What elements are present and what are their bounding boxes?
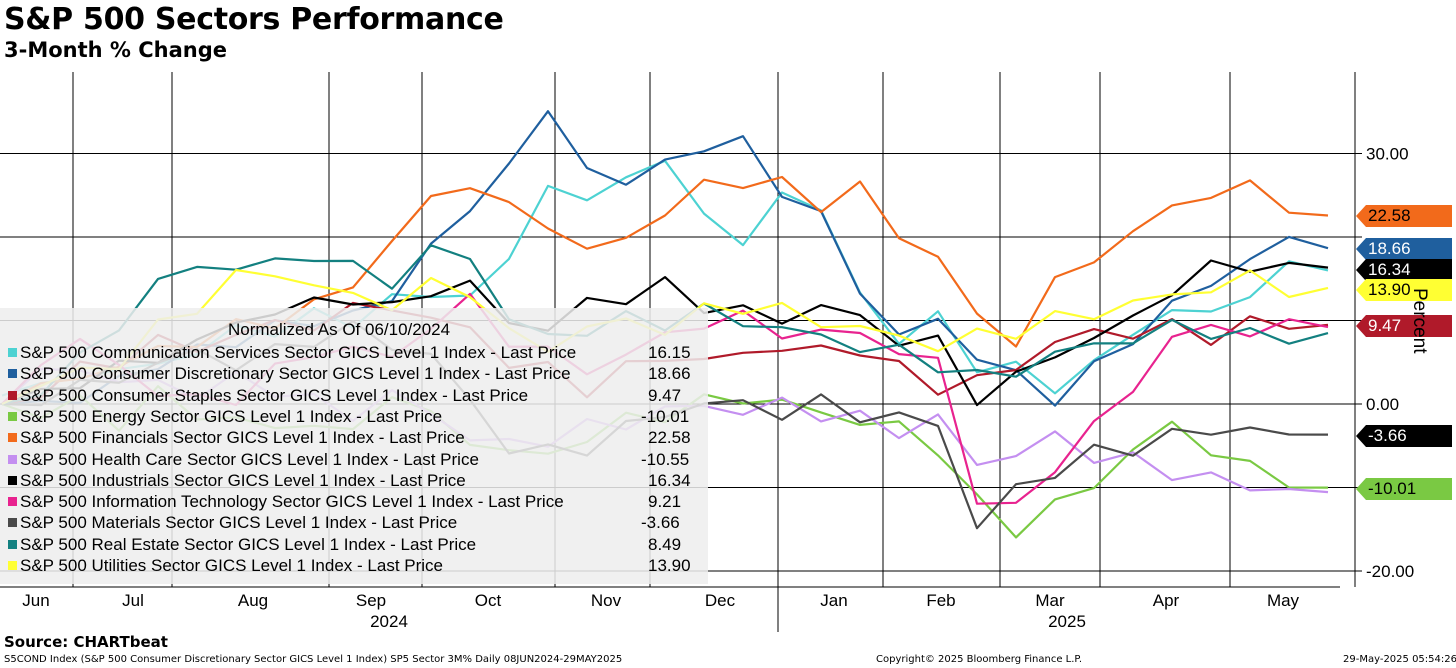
legend-last-value: 8.49	[648, 534, 682, 554]
x-year-label: 2025	[1048, 612, 1086, 631]
legend-swatch	[8, 348, 17, 358]
legend-last-value: 9.47	[648, 385, 682, 405]
legend-label: S&P 500 Consumer Staples Sector GICS Lev…	[20, 385, 529, 405]
x-tick-label: Apr	[1153, 591, 1180, 610]
legend-label: S&P 500 Communication Services Sector GI…	[20, 343, 577, 362]
legend-swatch	[8, 561, 17, 571]
legend-item: S&P 500 Materials Sector GICS Level 1 In…	[8, 512, 708, 533]
x-tick-label: Nov	[591, 591, 622, 610]
x-tick-label: Feb	[926, 591, 955, 610]
legend-label: S&P 500 Real Estate Sector GICS Level 1 …	[20, 534, 477, 554]
x-tick-label: Oct	[475, 591, 502, 610]
legend-header: Normalized As Of 06/10/2024	[228, 320, 451, 339]
legend-item: S&P 500 Utilities Sector GICS Level 1 In…	[8, 555, 708, 576]
x-tick-label: Sep	[356, 591, 386, 610]
legend-item: S&P 500 Consumer Discretionary Sector GI…	[8, 363, 708, 384]
legend-label: S&P 500 Health Care Sector GICS Level 1 …	[20, 449, 479, 469]
legend-item: S&P 500 Information Technology Sector GI…	[8, 491, 708, 512]
legend-item: S&P 500 Health Care Sector GICS Level 1 …	[8, 449, 708, 470]
y-axis-label: Percent	[1409, 288, 1430, 354]
legend-last-value: 22.58	[648, 428, 691, 448]
footer-timestamp: 29-May-2025 05:54:26	[1343, 654, 1456, 665]
legend-swatch	[8, 390, 17, 400]
legend-item: S&P 500 Consumer Staples Sector GICS Lev…	[8, 385, 708, 406]
x-tick-label: Jun	[22, 591, 49, 610]
last-value-tag: 22.58	[1356, 205, 1452, 227]
chart-title: S&P 500 Sectors Performance	[4, 2, 504, 37]
legend-item: S&P 500 Energy Sector GICS Level 1 Index…	[8, 406, 708, 427]
legend-last-value: 16.34	[648, 470, 691, 490]
source-note: Source: CHARTbeat	[4, 633, 168, 651]
legend-last-value: 9.21	[648, 492, 682, 512]
y-tick-label: -20.00	[1366, 562, 1414, 581]
legend-last-value: -3.66	[641, 513, 680, 533]
x-tick-label: Dec	[705, 591, 736, 610]
legend-swatch	[8, 475, 17, 485]
legend-label: S&P 500 Financials Sector GICS Level 1 I…	[20, 428, 465, 448]
legend-last-value: 13.90	[648, 556, 691, 575]
x-tick-label: May	[1267, 591, 1300, 610]
x-tick-label: Jul	[122, 591, 144, 610]
x-year-label: 2024	[370, 612, 408, 631]
legend-swatch	[8, 433, 17, 443]
last-value-tag: 18.66	[1356, 238, 1452, 260]
footer-copyright: Copyright© 2025 Bloomberg Finance L.P.	[876, 654, 1083, 665]
legend-swatch	[8, 539, 17, 549]
y-tick-label: 0.00	[1366, 395, 1399, 414]
legend-swatch	[8, 369, 17, 379]
legend-item: S&P 500 Communication Services Sector GI…	[8, 342, 708, 363]
legend-swatch	[8, 518, 17, 528]
legend-item: S&P 500 Real Estate Sector GICS Level 1 …	[8, 534, 708, 555]
legend-last-value: -10.01	[641, 406, 690, 426]
legend-last-value: 16.15	[648, 343, 691, 362]
y-tick-label: 30.00	[1366, 145, 1409, 164]
legend-last-value: 18.66	[648, 364, 691, 384]
legend-label: S&P 500 Industrials Sector GICS Level 1 …	[20, 470, 466, 490]
legend-swatch	[8, 454, 17, 464]
x-tick-label: Mar	[1035, 591, 1065, 610]
legend-label: S&P 500 Materials Sector GICS Level 1 In…	[20, 513, 458, 533]
chart-subtitle: 3-Month % Change	[4, 38, 228, 62]
last-value-tag: 13.90	[1356, 279, 1452, 301]
legend-swatch	[8, 497, 17, 507]
legend-label: S&P 500 Energy Sector GICS Level 1 Index…	[20, 406, 443, 426]
last-value-tag: 16.34	[1356, 259, 1452, 281]
legend-label: S&P 500 Information Technology Sector GI…	[20, 492, 564, 512]
x-tick-label: Aug	[238, 591, 268, 610]
legend-label: S&P 500 Utilities Sector GICS Level 1 In…	[20, 556, 443, 575]
legend: Normalized As Of 06/10/2024 S&P 500 Comm…	[0, 308, 708, 584]
x-tick-label: Jan	[820, 591, 847, 610]
last-value-tag: -10.01	[1356, 478, 1452, 500]
legend-item: S&P 500 Industrials Sector GICS Level 1 …	[8, 470, 708, 491]
legend-label: S&P 500 Consumer Discretionary Sector GI…	[20, 364, 571, 384]
last-value-tag: -3.66	[1356, 425, 1452, 447]
legend-last-value: -10.55	[641, 449, 690, 469]
last-value-tag: 9.47	[1356, 315, 1452, 337]
footer-index-note: S5COND Index (S&P 500 Consumer Discretio…	[4, 654, 623, 665]
legend-swatch	[8, 411, 17, 421]
legend-item: S&P 500 Financials Sector GICS Level 1 I…	[8, 427, 708, 448]
